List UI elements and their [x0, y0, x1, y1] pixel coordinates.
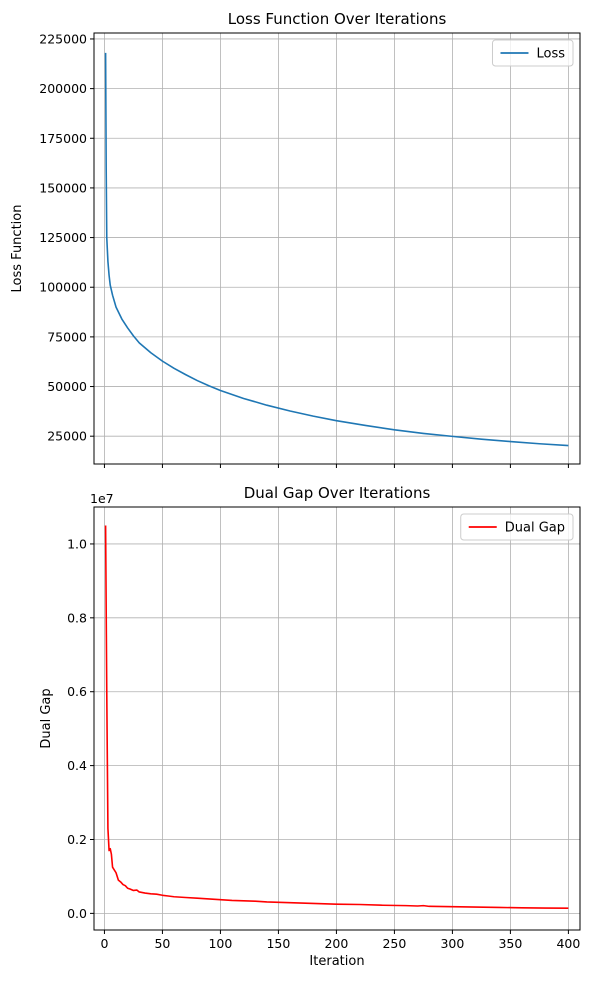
- loss-y-tick-label: 200000: [39, 81, 87, 96]
- dual-gap-y-tick-label: 1.0: [67, 536, 87, 551]
- dual-gap-offset-text: 1e7: [90, 491, 114, 506]
- loss-legend: Loss: [491, 39, 574, 67]
- loss-y-ticks: 25000 50000 75000 100000 125000 150000 175000 2…: [39, 31, 94, 444]
- loss-series-group: [104, 52, 569, 447]
- dual-gap-plot-frame: [93, 506, 581, 931]
- dual-gap-x-tick-label: 250: [382, 936, 406, 951]
- loss-chart-title: Loss Function Over Iterations: [228, 10, 447, 28]
- dual-gap-x-tick-label: 350: [498, 936, 522, 951]
- loss-y-tick-label: 50000: [47, 379, 87, 394]
- dual-gap-x-tick-label: 200: [324, 936, 348, 951]
- loss-legend-label: Loss: [536, 47, 565, 62]
- dual-gap-x-ticks: 0 50 100 150 200 250 300 350 400: [100, 930, 580, 951]
- dual-gap-grid: [94, 507, 580, 930]
- loss-y-axis-label: Loss Function: [10, 205, 25, 293]
- dual-gap-series-group: [104, 525, 569, 909]
- dual-gap-y-tick-label: 0.2: [67, 832, 87, 847]
- dual-gap-y-tick-label: 0.8: [67, 610, 87, 625]
- dual-gap-legend: Dual Gap: [460, 513, 574, 541]
- dual-gap-legend-label: Dual Gap: [505, 521, 565, 536]
- dual-gap-series-line: [104, 525, 569, 909]
- loss-x-ticks: [103, 464, 569, 468]
- loss-y-tick-label: 150000: [39, 180, 87, 195]
- loss-legend-box: [491, 39, 574, 67]
- loss-y-tick-label: 25000: [47, 429, 87, 444]
- loss-series-line: [104, 52, 569, 447]
- loss-y-tick-label: 175000: [39, 131, 87, 146]
- loss-chart: 25000 50000 75000 100000 125000 150000 175000 2…: [10, 10, 581, 468]
- dual-gap-y-tick-label: 0.6: [67, 684, 87, 699]
- dual-gap-y-tick-label: 0.4: [67, 758, 87, 773]
- loss-y-tick-label: 100000: [39, 280, 87, 295]
- dual-gap-x-axis-label: Iteration: [309, 954, 364, 969]
- dual-gap-x-tick-label: 100: [208, 936, 232, 951]
- loss-y-tick-label: 125000: [39, 230, 87, 245]
- dual-gap-x-tick-label: 400: [556, 936, 580, 951]
- dual-gap-legend-box: [460, 513, 574, 541]
- dual-gap-x-tick-label: 0: [100, 936, 108, 951]
- dual-gap-x-tick-label: 150: [266, 936, 290, 951]
- dual-gap-x-tick-label: 50: [154, 936, 170, 951]
- loss-y-tick-label: 75000: [47, 329, 87, 344]
- dual-gap-chart-title: Dual Gap Over Iterations: [244, 484, 431, 502]
- dual-gap-y-tick-label: 0.0: [67, 906, 87, 921]
- dual-gap-chart: 0 50 100 150 200 250 300 350 400 0.0 0.2 0.4 0.6 0.8…: [39, 484, 581, 969]
- dual-gap-y-ticks: 0.0 0.2 0.4 0.6 0.8 1.0: [67, 536, 94, 921]
- dual-gap-x-tick-label: 300: [440, 936, 464, 951]
- loss-y-tick-label: 225000: [39, 31, 87, 46]
- dual-gap-y-axis-label: Dual Gap: [39, 688, 54, 748]
- loss-grid: [94, 33, 580, 464]
- loss-plot-frame: [93, 32, 581, 465]
